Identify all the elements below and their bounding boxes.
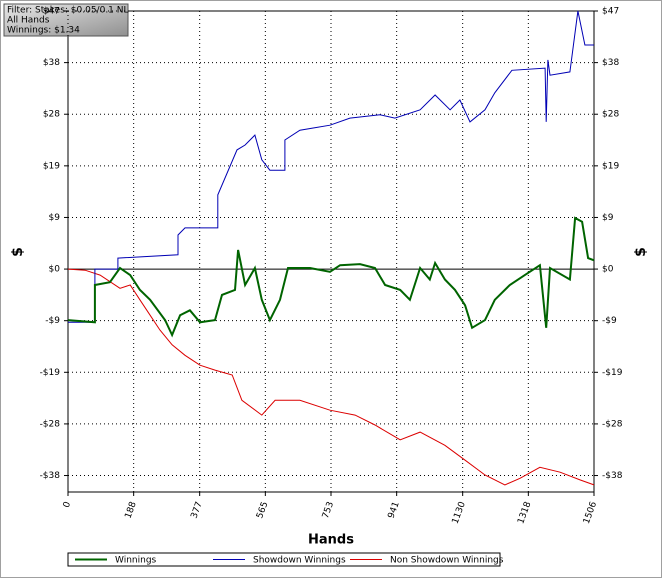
legend — [67, 552, 501, 567]
y-tick-label: -$28 — [40, 419, 61, 429]
series-line — [67, 268, 595, 486]
legend-label: Showdown Winnings — [253, 556, 346, 566]
y-tick-label: $47 — [43, 7, 60, 17]
y-tick-label: $28 — [43, 110, 60, 120]
filter-line: All Hands — [7, 16, 50, 26]
y2-tick-label: $28 — [602, 110, 619, 120]
y-tick-label: -$38 — [40, 471, 61, 481]
y2-tick-label: $47 — [602, 7, 619, 17]
y2-axis-label: $ — [633, 247, 649, 257]
filter-box — [3, 3, 129, 37]
y2-tick-label: $9 — [602, 213, 614, 223]
series-line — [67, 216, 595, 338]
series-line — [68, 10, 594, 323]
y2-tick-label: -$28 — [602, 419, 623, 429]
y2-tick-label: $0 — [602, 265, 614, 275]
x-axis-label: Hands — [308, 533, 354, 548]
y2-tick-label: $19 — [602, 161, 619, 171]
y-tick-label: $19 — [43, 161, 60, 171]
x-tick-label: 0 — [62, 500, 73, 509]
legend-label: Non Showdown Winnings — [390, 556, 504, 566]
y-axis-label: $ — [10, 247, 26, 257]
y-tick-label: $0 — [49, 265, 61, 275]
y-tick-label: $9 — [49, 213, 61, 223]
y2-tick-label: -$9 — [602, 316, 617, 326]
y2-tick-label: $38 — [602, 58, 619, 68]
legend-label: Winnings — [115, 556, 157, 566]
y-tick-label: -$9 — [45, 316, 60, 326]
y-tick-label: $38 — [43, 58, 60, 68]
filter-line: Winnings: $1.34 — [7, 26, 80, 36]
y2-tick-label: -$19 — [602, 368, 623, 378]
y-tick-label: -$19 — [40, 368, 61, 378]
y2-tick-label: -$38 — [602, 471, 623, 481]
